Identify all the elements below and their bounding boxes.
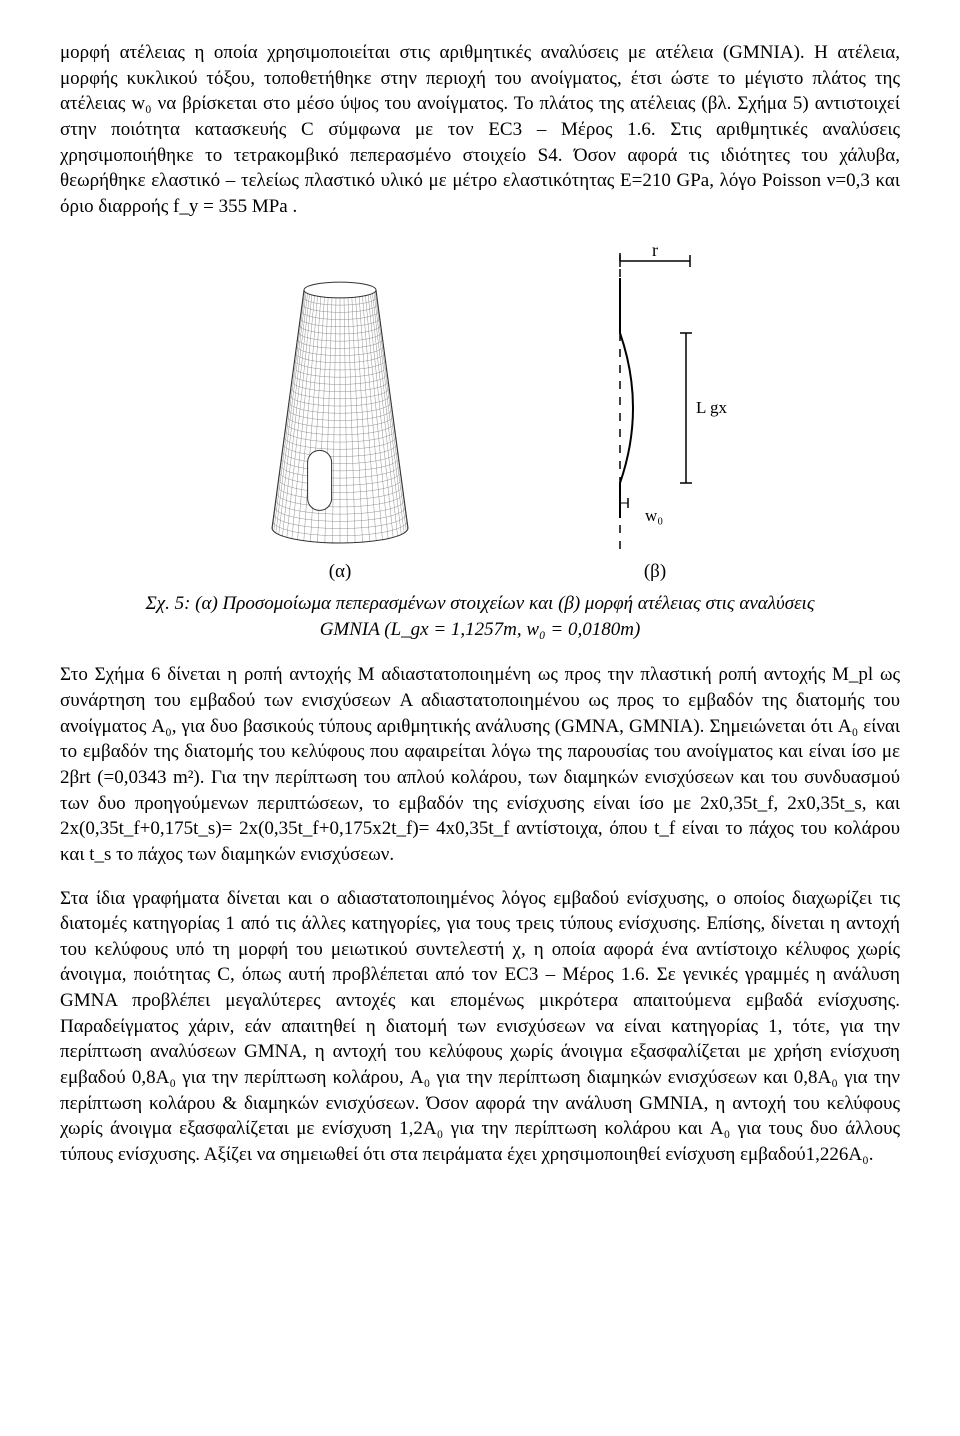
imperfection-svg: r L gx w₀ bbox=[580, 243, 730, 553]
svg-text:r: r bbox=[652, 243, 658, 260]
caption-line2: GMNIA (L_gx = 1,1257m, w₀ = 0,0180m) bbox=[320, 619, 641, 640]
figure-5-alpha: (α) bbox=[230, 273, 450, 585]
figure-5-caption: Σχ. 5: (α) Προσομοίωμα πεπερασμένων στοι… bbox=[60, 591, 900, 642]
figure-5-beta: r L gx w₀ (β) bbox=[580, 243, 730, 585]
svg-text:w₀: w₀ bbox=[645, 506, 663, 525]
mesh-cylinder-svg bbox=[230, 273, 450, 553]
paragraph-2: Στο Σχήμα 6 δίνεται η ροπή αντοχής M αδι… bbox=[60, 662, 900, 867]
svg-text:L gx: L gx bbox=[696, 398, 728, 417]
figure-5: (α) r L gx w₀ (β) bbox=[60, 243, 900, 585]
fig-label-beta: (β) bbox=[644, 559, 666, 585]
caption-line1: Σχ. 5: (α) Προσομοίωμα πεπερασμένων στοι… bbox=[145, 593, 814, 614]
paragraph-3: Στα ίδια γραφήματα δίνεται και ο αδιαστα… bbox=[60, 886, 900, 1168]
fig-label-alpha: (α) bbox=[329, 559, 352, 585]
paragraph-1: μορφή ατέλειας η οποία χρησιμοποιείται σ… bbox=[60, 40, 900, 219]
